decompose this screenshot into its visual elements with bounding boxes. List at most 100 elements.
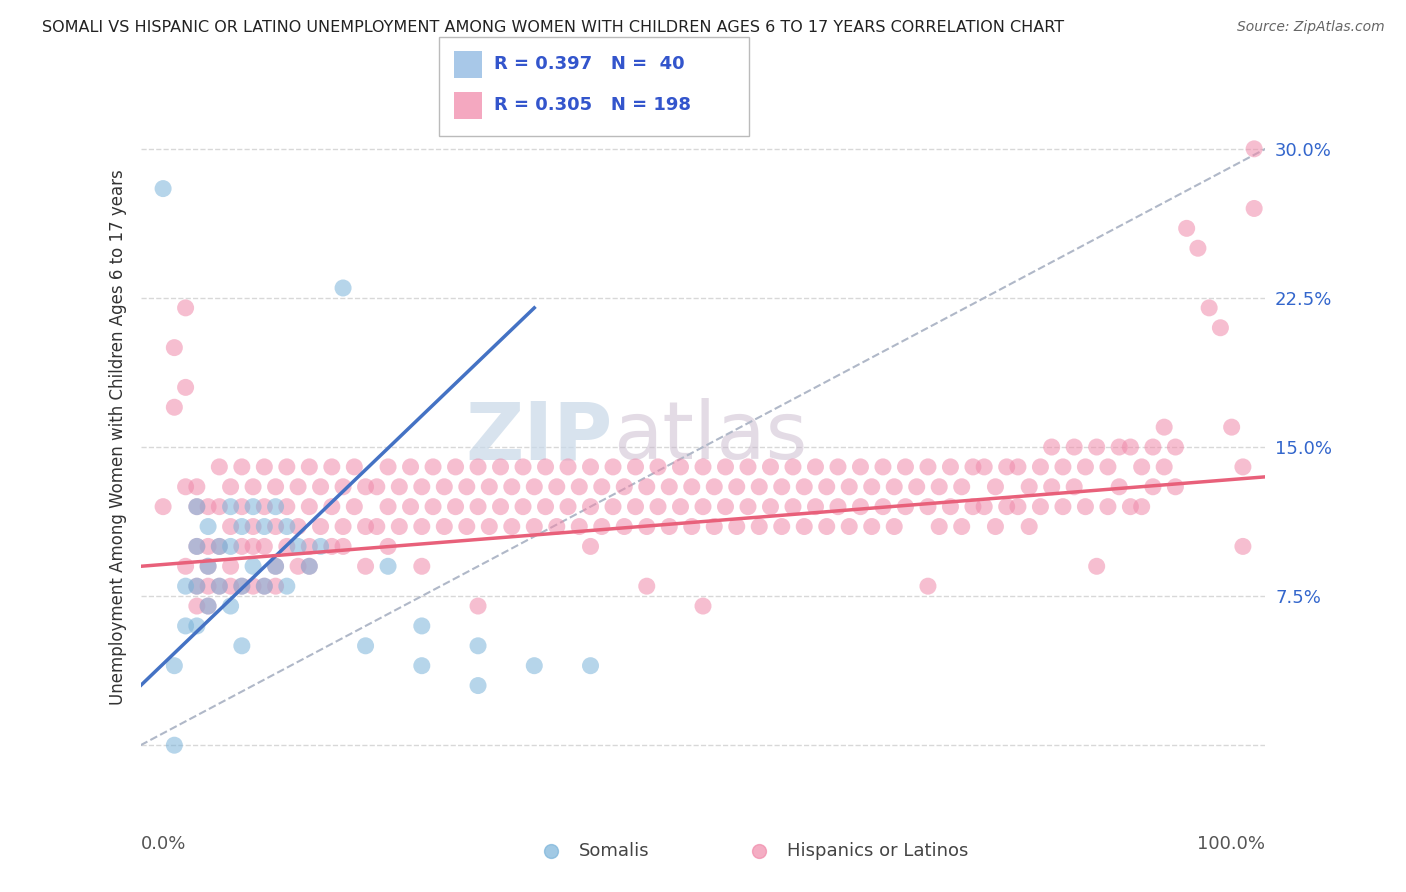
Point <box>534 459 557 474</box>
Point <box>523 519 546 533</box>
Point <box>174 619 197 633</box>
Point <box>219 480 242 494</box>
Point <box>636 519 658 533</box>
Point <box>197 599 219 613</box>
Point <box>399 459 422 474</box>
Point <box>624 500 647 514</box>
Point <box>534 500 557 514</box>
Point <box>568 480 591 494</box>
Point <box>242 559 264 574</box>
Point <box>647 500 669 514</box>
Point <box>276 540 298 554</box>
Point <box>1007 500 1029 514</box>
Point <box>219 540 242 554</box>
Point <box>287 519 309 533</box>
Point <box>703 519 725 533</box>
Point <box>231 540 253 554</box>
Point <box>377 500 399 514</box>
Point <box>1063 440 1085 454</box>
Point <box>658 480 681 494</box>
Point <box>354 480 377 494</box>
Point <box>1119 500 1142 514</box>
Text: 0.0%: 0.0% <box>141 835 186 853</box>
Point <box>309 519 332 533</box>
Point <box>253 579 276 593</box>
Point <box>917 459 939 474</box>
Point <box>1142 440 1164 454</box>
Point <box>782 500 804 514</box>
Point <box>613 480 636 494</box>
Point <box>917 579 939 593</box>
Point <box>905 480 928 494</box>
Point <box>523 658 546 673</box>
Point <box>219 559 242 574</box>
Point <box>242 519 264 533</box>
Point <box>793 519 815 533</box>
Point <box>197 559 219 574</box>
Point <box>804 500 827 514</box>
Point <box>804 459 827 474</box>
Point <box>489 459 512 474</box>
Point <box>478 480 501 494</box>
Point <box>1153 420 1175 434</box>
Point <box>197 500 219 514</box>
Point <box>332 540 354 554</box>
Point <box>928 480 950 494</box>
Point <box>1052 459 1074 474</box>
Point <box>725 519 748 533</box>
Point <box>1085 440 1108 454</box>
Point <box>186 619 208 633</box>
Point <box>827 459 849 474</box>
Point <box>1164 440 1187 454</box>
Point <box>174 480 197 494</box>
Point <box>298 500 321 514</box>
Point <box>1232 459 1254 474</box>
Point <box>354 639 377 653</box>
Point <box>1085 559 1108 574</box>
Point <box>770 519 793 533</box>
Point <box>523 480 546 494</box>
Point <box>253 579 276 593</box>
Point <box>838 519 860 533</box>
Point <box>309 540 332 554</box>
Point <box>815 519 838 533</box>
Point <box>242 500 264 514</box>
Point <box>501 480 523 494</box>
Point <box>287 540 309 554</box>
Point <box>186 500 208 514</box>
Point <box>343 459 366 474</box>
Point <box>636 480 658 494</box>
Point <box>186 540 208 554</box>
Point <box>894 500 917 514</box>
Point <box>219 519 242 533</box>
Point <box>602 500 624 514</box>
Point <box>208 579 231 593</box>
Point <box>714 500 737 514</box>
Point <box>174 559 197 574</box>
Point <box>163 341 186 355</box>
Point <box>208 500 231 514</box>
Point <box>467 599 489 613</box>
Point <box>174 380 197 394</box>
Point <box>208 579 231 593</box>
Point <box>197 599 219 613</box>
Point <box>815 480 838 494</box>
Point <box>411 519 433 533</box>
Point <box>444 459 467 474</box>
Point <box>1119 440 1142 454</box>
Point <box>174 301 197 315</box>
Point <box>1175 221 1198 235</box>
Point <box>557 500 579 514</box>
Point <box>1108 480 1130 494</box>
Point <box>546 519 568 533</box>
Point <box>1097 500 1119 514</box>
Point <box>422 459 444 474</box>
Text: 100.0%: 100.0% <box>1198 835 1265 853</box>
Point <box>568 519 591 533</box>
Point <box>995 500 1018 514</box>
Point <box>1198 301 1220 315</box>
Point <box>186 599 208 613</box>
Point <box>377 540 399 554</box>
Point <box>388 519 411 533</box>
Point <box>467 639 489 653</box>
